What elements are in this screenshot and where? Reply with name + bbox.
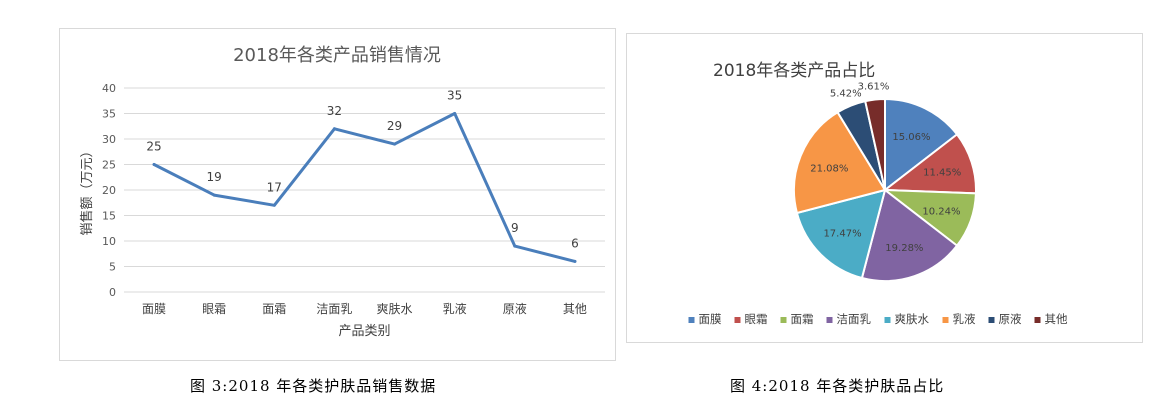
- line-chart: 2018年各类产品销售情况 0 5 10 15 20 25 30 35 40 面膜 眼霜 面霜 洁面乳 爽肤…: [79, 45, 605, 339]
- pie-slice: [860, 188, 959, 282]
- slice-label: 3.61%: [858, 82, 890, 93]
- x-tick-label: 乳液: [443, 301, 467, 316]
- data-point: [513, 244, 517, 248]
- y-tick-label: 10: [102, 235, 116, 248]
- x-tick-label: 洁面乳: [316, 302, 352, 316]
- legend-label: 洁面乳: [837, 312, 872, 326]
- legend-label: 爽肤水: [895, 312, 930, 326]
- legend-swatch: [988, 317, 995, 323]
- legend-swatch: [884, 317, 891, 323]
- x-tick-label: 面膜: [142, 302, 166, 316]
- x-tick-label: 原液: [503, 301, 527, 316]
- legend-swatch: [688, 317, 695, 323]
- y-tick-label: 15: [102, 210, 116, 223]
- pie-slice: [795, 188, 887, 280]
- legend-swatch: [734, 317, 741, 323]
- data-point: [152, 163, 156, 166]
- legend-label: 乳液: [953, 312, 976, 326]
- figure-4-caption: 图 4:2018 年各类护肤品占比: [730, 377, 945, 395]
- data-point: [332, 127, 336, 131]
- pie-chart-panel: 2018年各类产品占比 15.06% 11.45% 10.24% 19.28% 17.47…: [626, 33, 1143, 343]
- data-label: 25: [146, 140, 161, 154]
- x-axis-label: 产品类别: [338, 324, 390, 339]
- legend-label: 面膜: [699, 312, 722, 326]
- pie-chart: 2018年各类产品占比 15.06% 11.45% 10.24% 19.28% 17.47…: [688, 61, 1068, 326]
- data-point: [212, 193, 216, 197]
- pie-slice: [864, 97, 886, 191]
- legend-swatch: [826, 317, 833, 323]
- y-tick-label: 0: [109, 286, 116, 299]
- y-tick-label: 5: [109, 261, 116, 274]
- x-tick-label: 眼霜: [202, 302, 226, 316]
- legend-swatch: [1034, 317, 1041, 323]
- y-tick-label: 20: [102, 184, 116, 197]
- legend-swatch: [942, 317, 949, 323]
- pie-chart-title: 2018年各类产品占比: [713, 61, 875, 81]
- y-tick-label: 40: [102, 82, 116, 95]
- legend-swatch: [780, 317, 787, 323]
- data-label: 6: [571, 236, 579, 250]
- x-tick-label: 面霜: [262, 302, 286, 316]
- pie-slice: [884, 97, 959, 193]
- legend-label: 眼霜: [745, 312, 768, 326]
- y-axis-label: 销售额（万元）: [79, 144, 95, 235]
- y-tick-label: 30: [102, 133, 116, 146]
- legend-label: 其他: [1045, 312, 1068, 326]
- data-point: [453, 112, 457, 115]
- slice-label: 19.28%: [885, 243, 923, 254]
- legend-label: 原液: [999, 312, 1022, 326]
- slice-label: 5.42%: [830, 89, 862, 100]
- line-chart-panel: 2018年各类产品销售情况 0 5 10 15 20 25 30 35 40 面膜 眼霜 面霜 洁面乳 爽肤…: [59, 28, 616, 361]
- series-line: [152, 112, 577, 263]
- y-tick-label: 35: [102, 108, 116, 121]
- slice-label: 17.47%: [823, 228, 861, 239]
- data-point: [272, 203, 276, 207]
- data-point: [393, 142, 397, 146]
- data-point: [573, 259, 577, 263]
- line-chart-title: 2018年各类产品销售情况: [233, 45, 441, 66]
- figure-3-caption: 图 3:2018 年各类护肤品销售数据: [190, 377, 437, 395]
- data-label: 35: [447, 89, 462, 103]
- data-label: 29: [387, 119, 402, 133]
- data-label: 17: [267, 180, 282, 194]
- pie-slice: [793, 110, 887, 215]
- slice-label: 10.24%: [922, 206, 960, 217]
- data-label: 32: [327, 104, 342, 118]
- legend-label: 面霜: [791, 312, 814, 326]
- x-tick-label: 其他: [563, 302, 587, 316]
- x-tick-label: 爽肤水: [377, 301, 413, 316]
- data-label: 9: [511, 221, 519, 235]
- slice-label: 15.06%: [892, 132, 930, 143]
- slice-label: 11.45%: [923, 168, 961, 179]
- y-tick-label: 25: [102, 159, 116, 172]
- data-label: 19: [207, 170, 222, 184]
- slice-label: 21.08%: [810, 163, 848, 174]
